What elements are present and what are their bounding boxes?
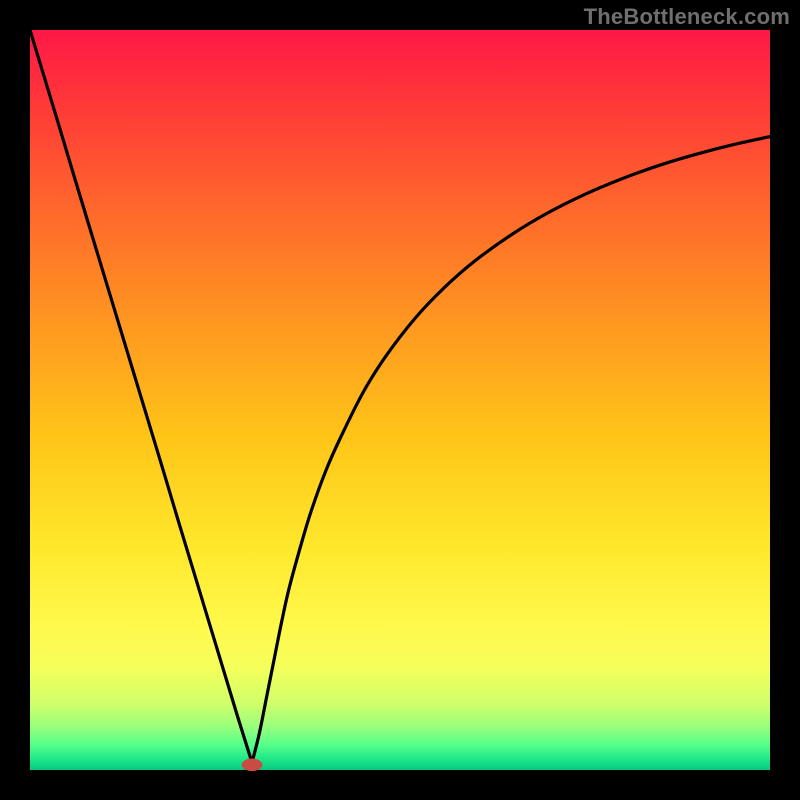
- bottleneck-chart: TheBottleneck.com: [0, 0, 800, 800]
- watermark-text: TheBottleneck.com: [584, 4, 790, 30]
- optimal-point-marker: [242, 759, 263, 772]
- chart-canvas: [0, 0, 800, 800]
